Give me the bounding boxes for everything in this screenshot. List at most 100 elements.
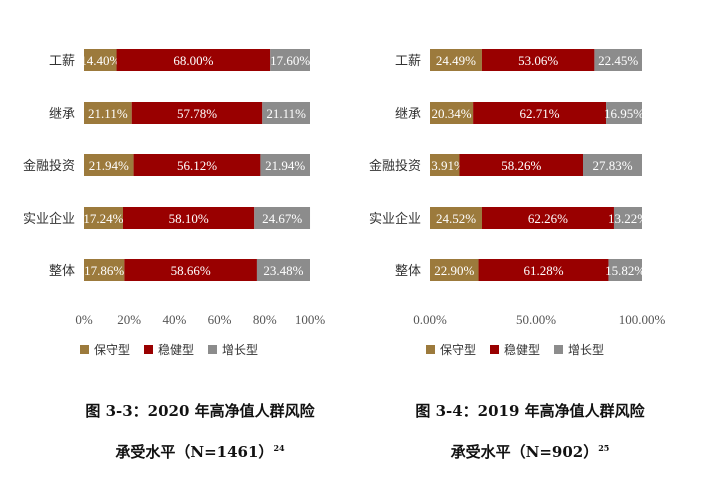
c2020-legend-label: 增长型 xyxy=(222,343,258,357)
c2019-x-tick-label: 100.00% xyxy=(619,312,666,327)
c2020-data-label: 14.40% xyxy=(80,53,120,68)
caption-2019-line1: 图 3-4：2019 年高净值人群风险 xyxy=(415,402,645,420)
caption-2020-footnote-ref: 24 xyxy=(273,443,285,453)
c2020-data-label: 68.00% xyxy=(173,53,213,68)
c2019-category-label: 整体 xyxy=(395,264,421,279)
c2019-data-label: 22.90% xyxy=(434,263,474,278)
c2019-bar-1 xyxy=(430,49,482,71)
c2019-data-label: 20.34% xyxy=(432,106,472,121)
caption-2020-text: 承受水平（N=1461） xyxy=(115,443,274,461)
c2019-legend-label: 增长型 xyxy=(568,343,604,357)
c2020-data-label: 21.11% xyxy=(88,106,128,121)
c2020-x-tick-label: 100% xyxy=(295,312,326,327)
c2019-data-label: 15.82% xyxy=(605,263,645,278)
c2020-data-label: 56.12% xyxy=(177,158,217,173)
c2019-bar-1 xyxy=(430,259,479,281)
caption-2019-text: 承受水平（N=902） xyxy=(450,443,599,461)
caption-2020-line1: 图 3-3：2020 年高净值人群风险 xyxy=(85,402,315,420)
c2020-x-tick-label: 80% xyxy=(253,312,277,327)
c2020-bar-1 xyxy=(84,259,125,281)
c2020-x-tick-label: 40% xyxy=(162,312,186,327)
c2020-data-label: 23.48% xyxy=(263,263,303,278)
c2019-data-label: 62.71% xyxy=(520,106,560,121)
c2020-bar-1 xyxy=(84,102,132,124)
c2020-data-label: 17.86% xyxy=(84,263,124,278)
c2020-legend-swatch xyxy=(144,345,153,354)
c2019-data-label: 24.52% xyxy=(436,211,476,226)
c2019-bar-2 xyxy=(478,259,609,281)
c2020-data-label: 21.11% xyxy=(266,106,306,121)
c2019-bar-3 xyxy=(583,154,642,176)
c2019-bar-3 xyxy=(594,49,642,71)
c2020-bar-2 xyxy=(124,259,257,281)
chart-2020: 工薪 14.40% 68.00% 17.60% 继承 21.11% 57.78% 21.11%… xyxy=(23,49,326,357)
c2020-data-label: 21.94% xyxy=(89,158,129,173)
c2020-category-label: 继承 xyxy=(49,107,75,122)
c2020-legend-label: 保守型 xyxy=(94,343,130,357)
c2019-legend-swatch xyxy=(554,345,563,354)
c2019-bar-3 xyxy=(606,102,642,124)
c2020-bar-3 xyxy=(254,207,311,229)
c2019-x-tick-label: 50.00% xyxy=(516,312,556,327)
c2020-bar-2 xyxy=(122,207,255,229)
c2020-x-tick-label: 20% xyxy=(117,312,141,327)
c2020-legend-label: 稳健型 xyxy=(158,342,194,357)
c2020-data-label: 17.24% xyxy=(83,211,123,226)
c2020-bar-1 xyxy=(84,49,117,71)
c2019-category-label: 金融投资 xyxy=(369,158,421,174)
c2019-data-label: 62.26% xyxy=(528,211,568,226)
c2020-legend-swatch xyxy=(80,345,89,354)
c2020-category-label: 实业企业 xyxy=(23,211,75,227)
c2019-bar-2 xyxy=(473,102,607,124)
c2019-data-label: 13.22% xyxy=(608,211,648,226)
c2020-data-label: 17.60% xyxy=(270,53,310,68)
c2019-data-label: 61.28% xyxy=(523,263,563,278)
c2019-bar-1 xyxy=(430,154,460,176)
c2019-legend-label: 保守型 xyxy=(440,343,476,357)
c2019-bar-2 xyxy=(481,207,614,229)
c2020-data-label: 24.67% xyxy=(262,211,302,226)
c2020-bar-2 xyxy=(133,154,261,176)
caption-2020-line2: 承受水平（N=1461）24 xyxy=(40,441,360,462)
c2019-bar-3 xyxy=(613,207,642,229)
c2019-bar-1 xyxy=(430,207,482,229)
c2020-category-label: 整体 xyxy=(49,264,75,279)
c2019-data-label: 24.49% xyxy=(436,53,476,68)
caption-2019-line2: 承受水平（N=902）25 xyxy=(370,441,690,462)
caption-2019-footnote-ref: 25 xyxy=(598,443,610,453)
c2019-bar-1 xyxy=(430,102,474,124)
c2020-data-label: 58.66% xyxy=(171,263,211,278)
c2020-bar-2 xyxy=(131,102,263,124)
c2020-bar-2 xyxy=(116,49,271,71)
c2019-data-label: 58.26% xyxy=(501,158,541,173)
c2019-bar-2 xyxy=(481,49,595,71)
c2019-data-label: 22.45% xyxy=(598,53,638,68)
c2020-category-label: 工薪 xyxy=(49,54,75,69)
c2020-bar-1 xyxy=(84,207,123,229)
c2019-category-label: 实业企业 xyxy=(369,211,421,227)
c2020-bar-3 xyxy=(262,102,310,124)
c2019-data-label: 27.83% xyxy=(592,158,632,173)
c2019-category-label: 继承 xyxy=(395,107,421,122)
c2020-data-label: 58.10% xyxy=(169,211,209,226)
c2019-data-label: 53.06% xyxy=(518,53,558,68)
c2019-category-label: 工薪 xyxy=(395,54,421,69)
c2020-bar-1 xyxy=(84,154,134,176)
c2019-bar-2 xyxy=(459,154,584,176)
c2020-legend-swatch xyxy=(208,345,217,354)
c2020-bar-3 xyxy=(270,49,310,71)
c2020-category-label: 金融投资 xyxy=(23,158,75,174)
c2020-bar-3 xyxy=(260,154,310,176)
c2019-data-label: 16.95% xyxy=(604,106,644,121)
c2019-legend-label: 稳健型 xyxy=(504,342,540,357)
chart-2019: 工薪 24.49% 53.06% 22.45% 继承 20.34% 62.71% 16.95%… xyxy=(369,49,666,357)
c2019-bar-3 xyxy=(608,259,642,281)
c2020-data-label: 57.78% xyxy=(177,106,217,121)
c2020-bar-3 xyxy=(256,259,310,281)
c2020-x-tick-label: 0% xyxy=(75,312,93,327)
c2019-data-label: 13.91% xyxy=(425,158,465,173)
c2020-data-label: 21.94% xyxy=(265,158,305,173)
c2019-legend-swatch xyxy=(426,345,435,354)
c2020-x-tick-label: 60% xyxy=(208,312,232,327)
c2019-legend-swatch xyxy=(490,345,499,354)
